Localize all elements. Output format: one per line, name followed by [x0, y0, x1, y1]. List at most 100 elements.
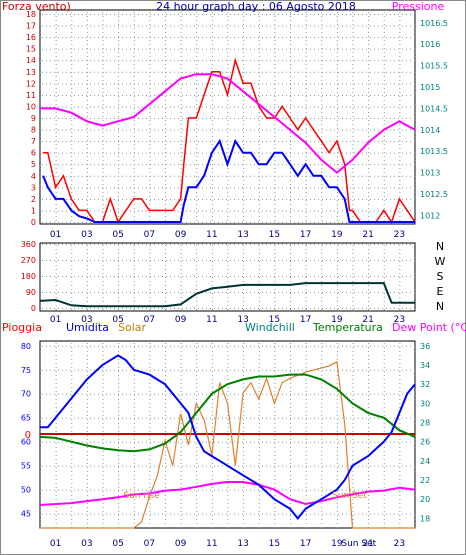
humidity-y-tick: 55 [21, 462, 31, 471]
pressure-y-tick: 1014 [420, 126, 440, 135]
humidity-x-tick: Sun Set [341, 539, 376, 549]
humidity-y-tick: 50 [21, 486, 31, 495]
wind-x-tick: 17 [300, 230, 311, 240]
temperature-y-tick: 36 [420, 342, 430, 351]
pressure-y-tick: 1016.5 [420, 19, 448, 28]
direction-x-tick: 17 [300, 315, 311, 325]
wind-y-tick: 9 [31, 114, 36, 123]
wind-y-tick: 4 [31, 172, 36, 181]
pressure-y-tick: 1014.5 [420, 104, 448, 113]
temperature-y-tick: 34 [420, 361, 430, 370]
pressure-y-tick: 1016 [420, 40, 440, 49]
pressure-y-tick: 1012 [420, 211, 440, 220]
wind-y-tick: 17 [26, 22, 36, 31]
humidity-x-tick: 15 [269, 539, 280, 549]
direction-x-tick: 15 [269, 315, 280, 325]
wind-x-tick: 09 [175, 230, 187, 240]
compass-label: N [436, 300, 444, 313]
wind-y-tick: 18 [26, 10, 36, 19]
direction-line [39, 282, 415, 308]
direction-x-tick: 19 [331, 315, 343, 325]
compass-label: S [437, 270, 444, 283]
humidity-x-tick: 05 [112, 539, 123, 549]
direction-x-tick: 03 [81, 315, 92, 325]
wind-line [42, 138, 415, 223]
wind-x-tick: 07 [144, 230, 155, 240]
humidity-y-tick: 65 [21, 414, 31, 423]
wind-left-label: Forza vento) [2, 0, 71, 13]
wind-x-tick: 21 [362, 230, 373, 240]
temperature-line [39, 373, 416, 453]
humidity-x-tick: 11 [206, 539, 217, 549]
temperature-y-tick: 20 [420, 495, 430, 504]
wind-x-tick: 11 [206, 230, 217, 240]
windchill-label: Windchill [245, 321, 295, 334]
humidity-label: Umidita [66, 321, 109, 334]
humidity-x-tick: 13 [237, 539, 248, 549]
pressure-y-tick: 1013.5 [420, 147, 448, 156]
compass-label: N [436, 240, 444, 253]
humidity-x-tick: 09 [175, 539, 187, 549]
wind-y-tick: 11 [26, 91, 36, 100]
pressure-y-tick: 1015.5 [420, 62, 448, 71]
pressure-y-tick: 1015 [420, 83, 440, 92]
tick-labels: 012345678910111213141516171810121012.510… [21, 10, 448, 549]
direction-x-tick: 07 [144, 315, 155, 325]
temperature-y-tick: 18 [420, 514, 430, 523]
temperature-y-tick: 30 [420, 399, 430, 408]
direction-x-tick: 09 [175, 315, 187, 325]
humidity-x-tick: 21 [362, 539, 373, 549]
wind-x-tick: 19 [331, 230, 343, 240]
direction-y-tick: 360 [21, 240, 36, 249]
wind-y-tick: 8 [31, 126, 36, 135]
direction-x-tick: 05 [112, 315, 123, 325]
direction-y-tick: 0 [31, 304, 36, 313]
temperature-y-tick: 22 [420, 476, 430, 485]
gust-line [43, 57, 416, 224]
humidity-x-tick: 19 [331, 539, 343, 549]
compass-label: E [437, 285, 444, 298]
wind-y-tick: 12 [26, 79, 36, 88]
wind-y-tick: 15 [26, 45, 36, 54]
direction-y-tick: 180 [21, 272, 36, 281]
direction-x-tick: 13 [237, 315, 248, 325]
wind-y-tick: 10 [26, 102, 36, 111]
sun-annotation: Sun Set [332, 491, 367, 501]
temperature-label: Temperatura [312, 321, 383, 334]
direction-x-tick: 11 [206, 315, 217, 325]
grid-dots [40, 12, 416, 528]
temperature-y-tick: 26 [420, 438, 430, 447]
humidity-x-tick: 23 [394, 539, 405, 549]
humidity-x-tick: 01 [50, 539, 61, 549]
wind-x-tick: 01 [50, 230, 61, 240]
humidity-x-tick: 07 [144, 539, 155, 549]
wind-y-tick: 1 [31, 206, 36, 215]
humidity-x-tick: 03 [81, 539, 92, 549]
wind-y-tick: 6 [31, 149, 36, 158]
pressure-line [40, 73, 416, 174]
humidity-line [40, 354, 416, 520]
wind-y-tick: 0 [31, 218, 36, 227]
rain-value-label: 0 [25, 430, 31, 441]
solar-line [40, 360, 415, 529]
plot-series [39, 57, 416, 529]
pressure-label: Pressione [392, 0, 445, 13]
compass-label: W [435, 255, 446, 268]
wind-x-tick: 05 [112, 230, 123, 240]
direction-y-tick: 270 [21, 256, 36, 265]
wind-x-tick: 23 [394, 230, 405, 240]
dewpoint-line [39, 481, 416, 506]
wind-y-tick: 2 [31, 195, 36, 204]
rain-label: Pioggia [2, 321, 42, 334]
wind-chart-title: 24 hour graph day : 06 Agosto 2018 [156, 0, 356, 13]
humidity-y-tick: 45 [21, 510, 31, 519]
wind-x-tick: 03 [81, 230, 92, 240]
pressure-y-tick: 1012.5 [420, 190, 448, 199]
dewpoint-label: Dew Point (°C) [392, 321, 466, 334]
humidity-y-tick: 80 [21, 342, 31, 351]
humidity-y-tick: 75 [21, 366, 31, 375]
humidity-x-tick: 17 [300, 539, 311, 549]
wind-y-tick: 7 [31, 137, 36, 146]
